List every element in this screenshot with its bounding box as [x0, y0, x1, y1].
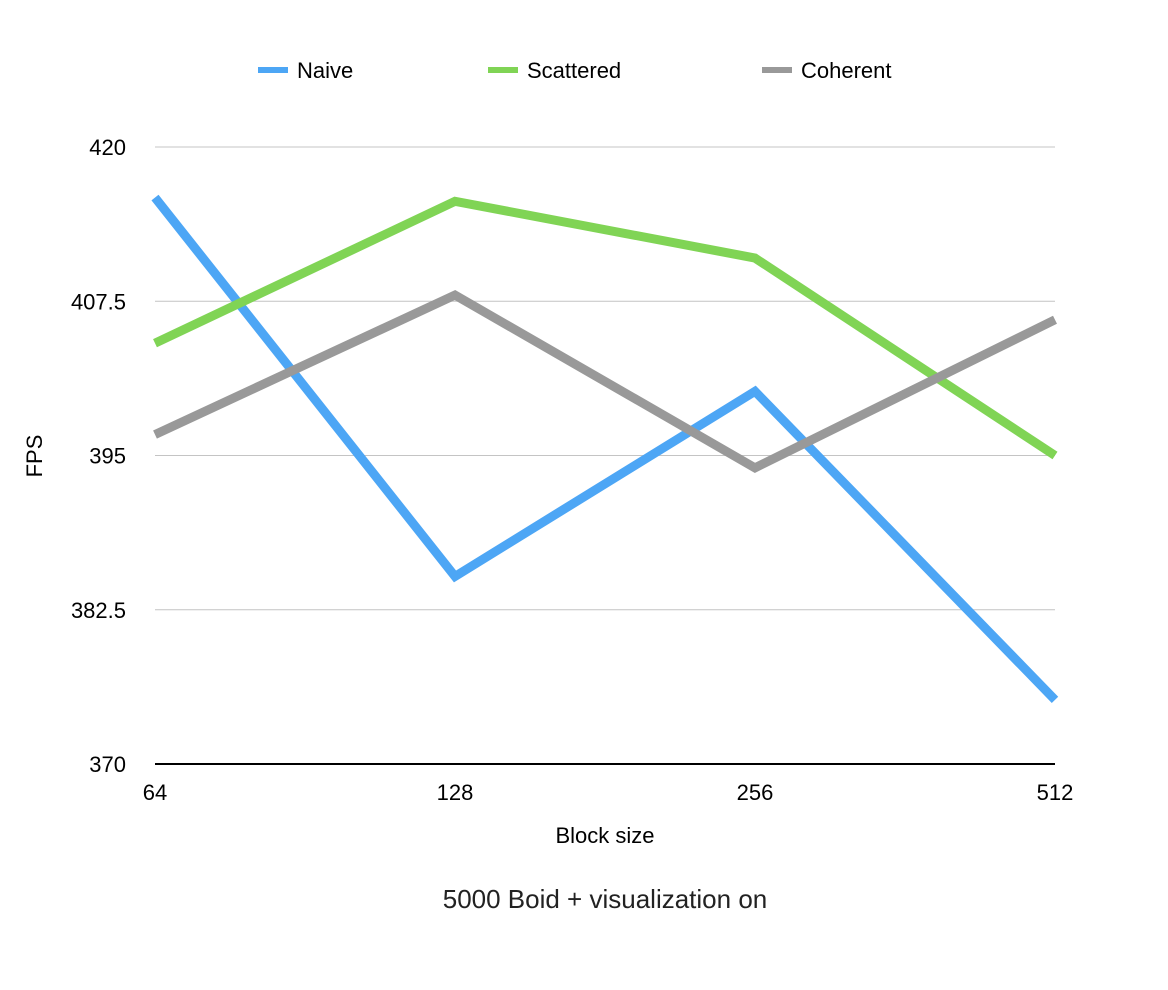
series-line-naive [151, 194, 1059, 703]
legend-label-coherent: Coherent [801, 58, 892, 83]
x-tick-label: 128 [437, 780, 474, 805]
x-axis-title: Block size [555, 823, 654, 848]
y-tick-label: 395 [89, 444, 126, 469]
y-tick-label: 370 [89, 752, 126, 777]
y-tick-label: 382.5 [71, 598, 126, 623]
series-line-scattered [153, 196, 1058, 460]
series-line-coherent [153, 290, 1057, 473]
y-tick-labels: 370 382.5 395 407.5 420 [71, 135, 126, 777]
legend: Naive Scattered Coherent [258, 58, 892, 83]
legend-label-scattered: Scattered [527, 58, 621, 83]
y-axis-title: FPS [22, 435, 47, 478]
chart-caption: 5000 Boid + visualization on [443, 884, 768, 914]
series-lines [151, 194, 1059, 703]
x-tick-labels: 64 128 256 512 [143, 780, 1074, 805]
legend-label-naive: Naive [297, 58, 353, 83]
x-tick-label: 512 [1037, 780, 1074, 805]
gridlines [155, 146, 1055, 765]
x-tick-label: 64 [143, 780, 167, 805]
y-tick-label: 420 [89, 135, 126, 160]
x-tick-label: 256 [737, 780, 774, 805]
y-tick-label: 407.5 [71, 289, 126, 314]
